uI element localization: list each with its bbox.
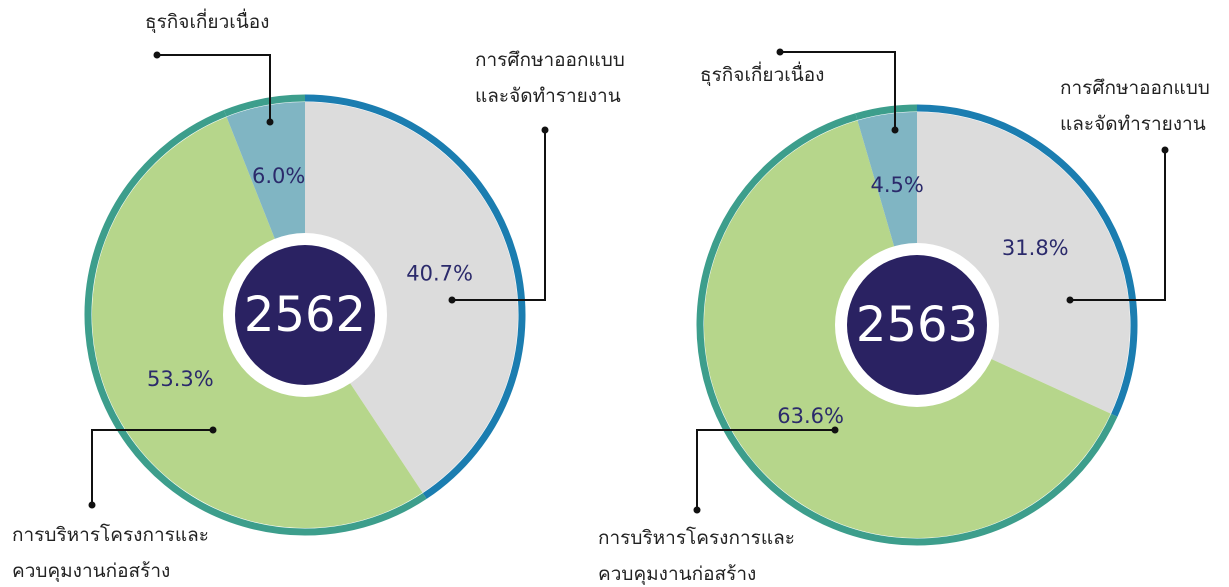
center-label: 2563	[856, 297, 978, 353]
leader-dot	[693, 506, 701, 514]
ring-arc	[304, 94, 526, 499]
category-label: การศึกษาออกแบบ และจัดทำรายงาน	[475, 49, 625, 107]
value-label: 6.0%	[252, 164, 305, 188]
leader-line	[696, 429, 835, 510]
leader-line	[157, 54, 271, 122]
leader-dot	[1066, 296, 1074, 304]
leader-line	[780, 51, 896, 130]
leader-dot	[541, 126, 549, 134]
leader-dot	[266, 118, 274, 126]
leader-line	[91, 429, 213, 505]
pie-slice	[305, 102, 518, 493]
category-label: การศึกษาออกแบบ และจัดทำรายงาน	[1060, 77, 1210, 135]
leader-line	[1070, 150, 1166, 301]
leader-dot	[776, 48, 784, 56]
ring-arc	[696, 113, 1118, 546]
leader-dot	[153, 51, 161, 59]
ring-arc	[223, 94, 306, 117]
center-label: 2562	[244, 287, 366, 343]
leader-dot	[88, 501, 96, 509]
center-disc	[235, 245, 375, 385]
category-label: ธุรกิจเกี่ยวเนื่อง	[700, 64, 825, 86]
leader-dot	[209, 426, 217, 434]
ring-arc	[84, 109, 427, 536]
ring-arc	[916, 104, 1138, 417]
value-label: 40.7%	[406, 262, 473, 286]
ring-arc	[855, 104, 918, 120]
leader-dot	[1161, 146, 1169, 154]
leader-dot	[448, 296, 456, 304]
value-label: 63.6%	[777, 404, 844, 428]
category-label: การบริหารโครงการและ ควบคุมงานก่อสร้าง	[12, 524, 209, 582]
leader-dot	[891, 126, 899, 134]
category-label: ธุรกิจเกี่ยวเนื่อง	[145, 11, 270, 33]
value-label: 53.3%	[147, 367, 214, 391]
value-label: 4.5%	[870, 173, 923, 197]
leader-dot	[831, 426, 839, 434]
value-label: 31.8%	[1002, 236, 1069, 260]
category-label: การบริหารโครงการและ ควบคุมงานก่อสร้าง	[598, 527, 795, 585]
leader-line	[452, 130, 546, 301]
center-disc	[847, 255, 987, 395]
